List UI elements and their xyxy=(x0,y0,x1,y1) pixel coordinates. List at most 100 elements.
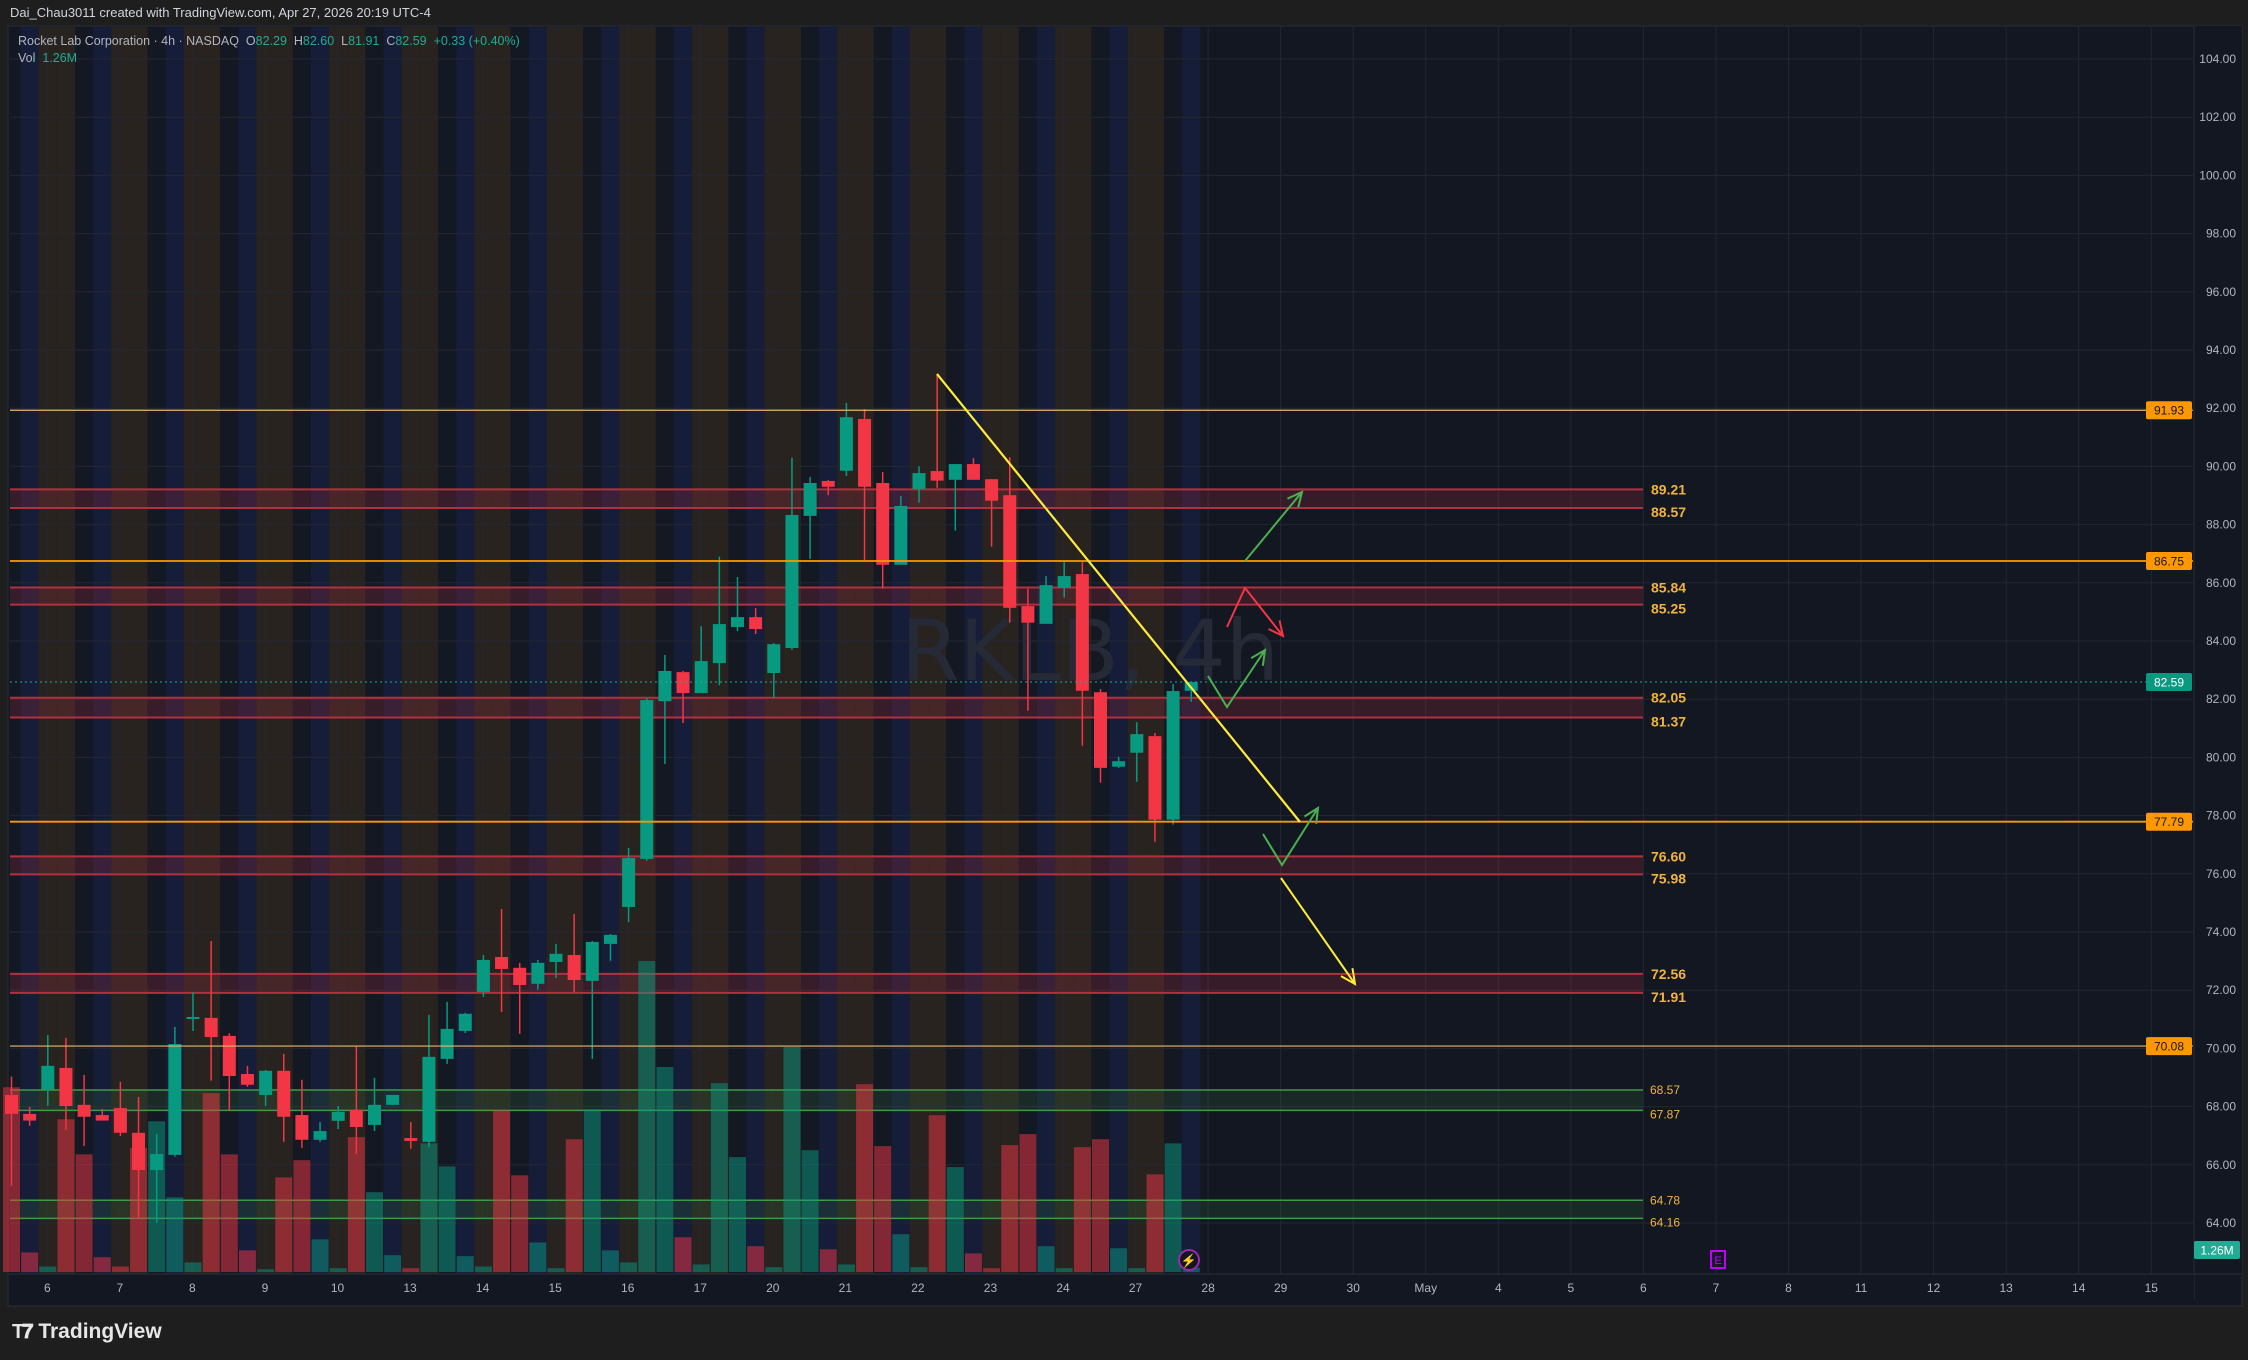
green-up-arrow[interactable] xyxy=(1244,491,1303,562)
candle[interactable] xyxy=(150,1133,164,1223)
current-price-tag xyxy=(2146,673,2192,692)
candle[interactable] xyxy=(1039,576,1053,624)
candle[interactable] xyxy=(966,457,980,480)
time-axis-bg[interactable] xyxy=(9,1274,2194,1304)
resistance-zone[interactable] xyxy=(10,973,1643,993)
candle[interactable] xyxy=(476,954,490,997)
candle[interactable] xyxy=(1094,689,1107,783)
green-bounce-arrow[interactable] xyxy=(1207,649,1266,709)
candle[interactable] xyxy=(422,1014,436,1148)
candle[interactable] xyxy=(640,698,654,861)
resistance-zone[interactable] xyxy=(10,489,1643,509)
candle[interactable] xyxy=(1057,562,1071,598)
candle[interactable] xyxy=(622,847,636,923)
volume-bar xyxy=(1110,1248,1128,1272)
session-stripe xyxy=(1091,27,1110,1274)
candle[interactable] xyxy=(767,643,781,699)
candle[interactable] xyxy=(186,991,200,1031)
support-zone[interactable] xyxy=(10,1200,1643,1219)
candle[interactable] xyxy=(404,1122,418,1149)
volume-bar xyxy=(275,1177,293,1272)
candle[interactable] xyxy=(5,1076,18,1186)
candle[interactable] xyxy=(839,402,853,477)
candle[interactable] xyxy=(894,496,908,565)
alert-lightning-icon[interactable] xyxy=(1178,1249,1200,1271)
candle[interactable] xyxy=(259,1069,273,1107)
candle[interactable] xyxy=(1166,684,1180,825)
volume-bar xyxy=(1146,1174,1164,1272)
candle[interactable] xyxy=(1148,732,1162,842)
candle[interactable] xyxy=(567,913,581,992)
resistance-zone[interactable] xyxy=(10,856,1643,875)
candle[interactable] xyxy=(785,457,799,650)
candle[interactable] xyxy=(876,471,890,589)
legend-vol-label[interactable]: Vol xyxy=(18,51,36,65)
candle[interactable] xyxy=(313,1122,327,1142)
tradingview-brand[interactable]: T𝟕 TradingView xyxy=(12,1320,162,1344)
candle[interactable] xyxy=(1075,562,1089,746)
candle[interactable] xyxy=(1130,722,1144,782)
candle[interactable] xyxy=(549,943,563,978)
candle[interactable] xyxy=(948,464,962,531)
candle-body xyxy=(349,1109,363,1127)
downtrend-line[interactable] xyxy=(936,373,1301,823)
volume-bar xyxy=(75,1154,93,1272)
candle[interactable] xyxy=(930,374,944,488)
candle[interactable] xyxy=(513,962,527,1034)
candle[interactable] xyxy=(168,1026,182,1157)
candle[interactable] xyxy=(749,608,763,635)
level-price-tag xyxy=(2146,812,2192,831)
candle[interactable] xyxy=(77,1074,91,1146)
volume-bar xyxy=(547,1268,565,1272)
candle[interactable] xyxy=(1003,457,1017,623)
candle-body xyxy=(749,617,763,630)
candle-body xyxy=(386,1094,400,1105)
candle[interactable] xyxy=(277,1053,291,1142)
candle[interactable] xyxy=(331,1106,345,1130)
yellow-down-arrow[interactable] xyxy=(1280,877,1356,985)
candle[interactable] xyxy=(603,934,617,961)
candle[interactable] xyxy=(731,576,744,632)
candle[interactable] xyxy=(113,1081,127,1136)
candle[interactable] xyxy=(585,941,599,1059)
candle[interactable] xyxy=(803,476,817,559)
candle[interactable] xyxy=(458,1012,472,1033)
support-zone[interactable] xyxy=(10,1090,1643,1111)
candle[interactable] xyxy=(368,1077,381,1132)
earnings-marker[interactable] xyxy=(1710,1250,1726,1269)
candle[interactable] xyxy=(240,1065,254,1087)
price-axis-bg[interactable] xyxy=(2194,26,2242,1276)
candle[interactable] xyxy=(858,409,872,561)
volume-bar xyxy=(511,1175,529,1272)
candle[interactable] xyxy=(95,1108,109,1121)
candle[interactable] xyxy=(295,1079,309,1148)
candle[interactable] xyxy=(59,1037,73,1130)
candle[interactable] xyxy=(1021,588,1035,711)
legend-symbol[interactable]: Rocket Lab Corporation · 4h · NASDAQ xyxy=(18,34,239,48)
candle[interactable] xyxy=(349,1045,363,1155)
candle[interactable] xyxy=(676,670,690,724)
candle[interactable] xyxy=(912,466,926,503)
volume-bar xyxy=(402,1268,420,1272)
candle[interactable] xyxy=(440,1001,454,1064)
resistance-zone[interactable] xyxy=(10,697,1643,718)
candle[interactable] xyxy=(821,480,835,496)
green-bounce-arrow-lower[interactable] xyxy=(1262,807,1319,867)
candle[interactable] xyxy=(386,1094,400,1105)
candle-body xyxy=(1148,736,1162,820)
time-axis-label: 15 xyxy=(2145,1281,2159,1295)
candle[interactable] xyxy=(712,556,726,686)
candle[interactable] xyxy=(658,654,672,765)
candle[interactable] xyxy=(985,479,999,547)
candle[interactable] xyxy=(495,909,509,1013)
candle[interactable] xyxy=(204,941,218,1081)
candle[interactable] xyxy=(1112,756,1126,768)
candle[interactable] xyxy=(41,1035,55,1107)
red-rejection-arrow[interactable] xyxy=(1226,586,1284,637)
candle[interactable] xyxy=(531,959,545,990)
candle[interactable] xyxy=(132,1096,146,1219)
resistance-zone[interactable] xyxy=(10,587,1643,605)
candle[interactable] xyxy=(23,1106,37,1126)
drawings: ⚡ E xyxy=(10,373,2193,1271)
